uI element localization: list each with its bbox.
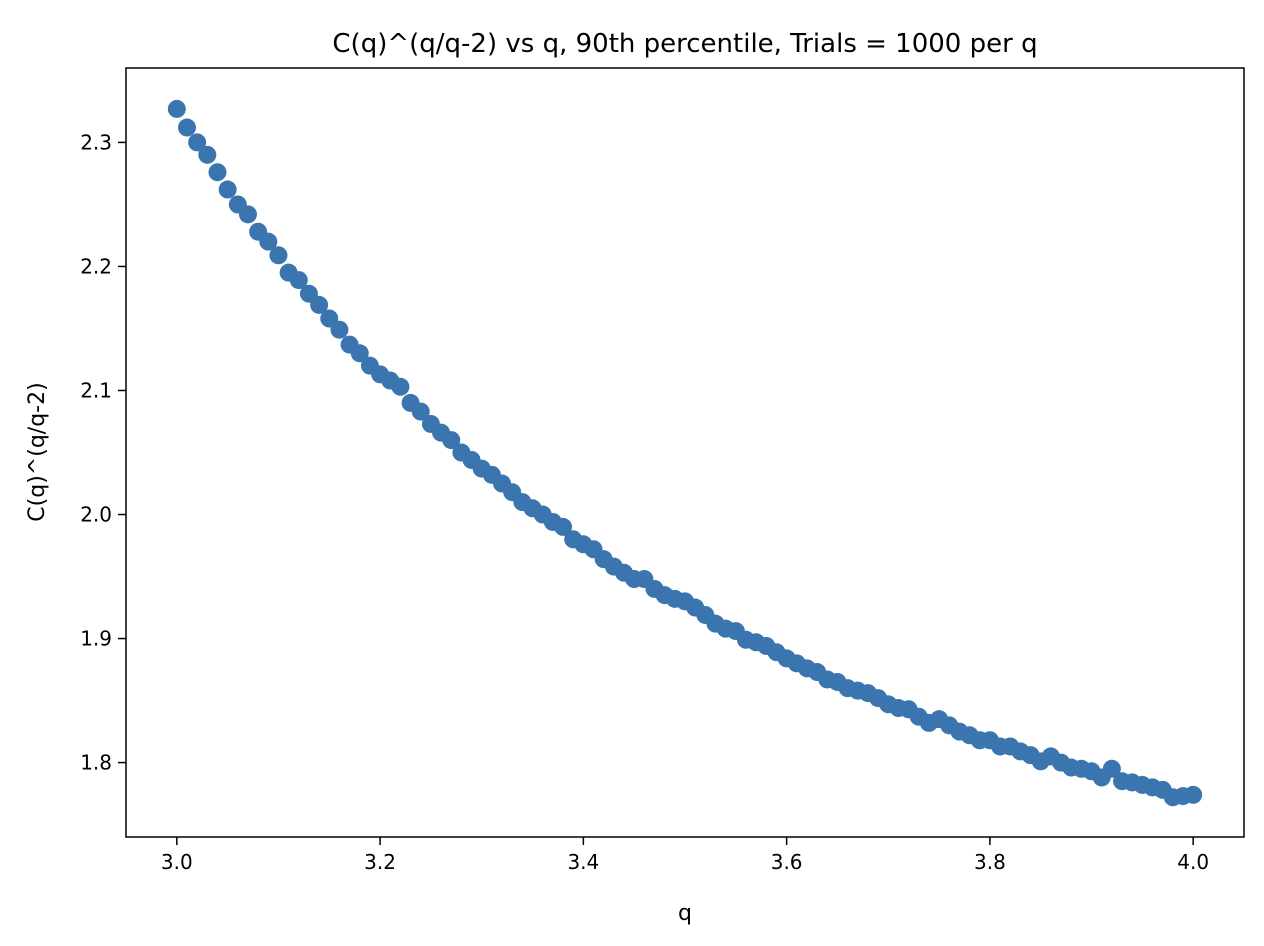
x-axis-ticks: 3.0 3.2 3.4 3.6 3.8 4.0 xyxy=(161,837,1209,874)
data-point xyxy=(1102,759,1121,778)
data-point xyxy=(1184,785,1203,804)
plot-frame xyxy=(125,67,1245,838)
y-axis-label: C(q)^(q/q-2) xyxy=(25,382,50,521)
data-point xyxy=(554,517,573,536)
data-point xyxy=(442,431,461,450)
data-point xyxy=(411,402,430,421)
x-tick-label: 3.2 xyxy=(364,850,396,874)
data-point xyxy=(218,180,237,199)
y-tick-label: 1.8 xyxy=(80,751,112,775)
chart-title: C(q)^(q/q-2) vs q, 90th percentile, Tria… xyxy=(332,29,1037,59)
x-tick-label: 4.0 xyxy=(1177,850,1209,874)
data-point xyxy=(238,205,257,224)
data-point xyxy=(259,232,278,251)
y-tick-label: 1.9 xyxy=(80,627,112,651)
data-point xyxy=(391,377,410,396)
y-tick-label: 2.2 xyxy=(80,254,112,278)
x-tick-label: 3.8 xyxy=(974,850,1006,874)
data-point xyxy=(167,99,186,118)
y-tick-label: 2.0 xyxy=(80,503,112,527)
data-points xyxy=(167,99,1203,807)
data-point xyxy=(269,246,288,265)
y-tick-label: 2.3 xyxy=(80,130,112,154)
data-point xyxy=(188,133,207,152)
data-point xyxy=(198,145,217,164)
x-tick-label: 3.4 xyxy=(567,850,599,874)
y-axis-ticks: 1.8 1.9 2.0 2.1 2.2 2.3 xyxy=(80,130,126,775)
x-tick-label: 3.0 xyxy=(161,850,193,874)
data-point xyxy=(350,344,369,363)
x-tick-label: 3.6 xyxy=(771,850,803,874)
data-point xyxy=(208,163,227,182)
data-point xyxy=(310,295,329,314)
x-axis-label: q xyxy=(678,901,692,926)
data-point xyxy=(330,320,349,339)
y-tick-label: 2.1 xyxy=(80,378,112,402)
data-point xyxy=(289,271,308,290)
data-point xyxy=(177,118,196,137)
